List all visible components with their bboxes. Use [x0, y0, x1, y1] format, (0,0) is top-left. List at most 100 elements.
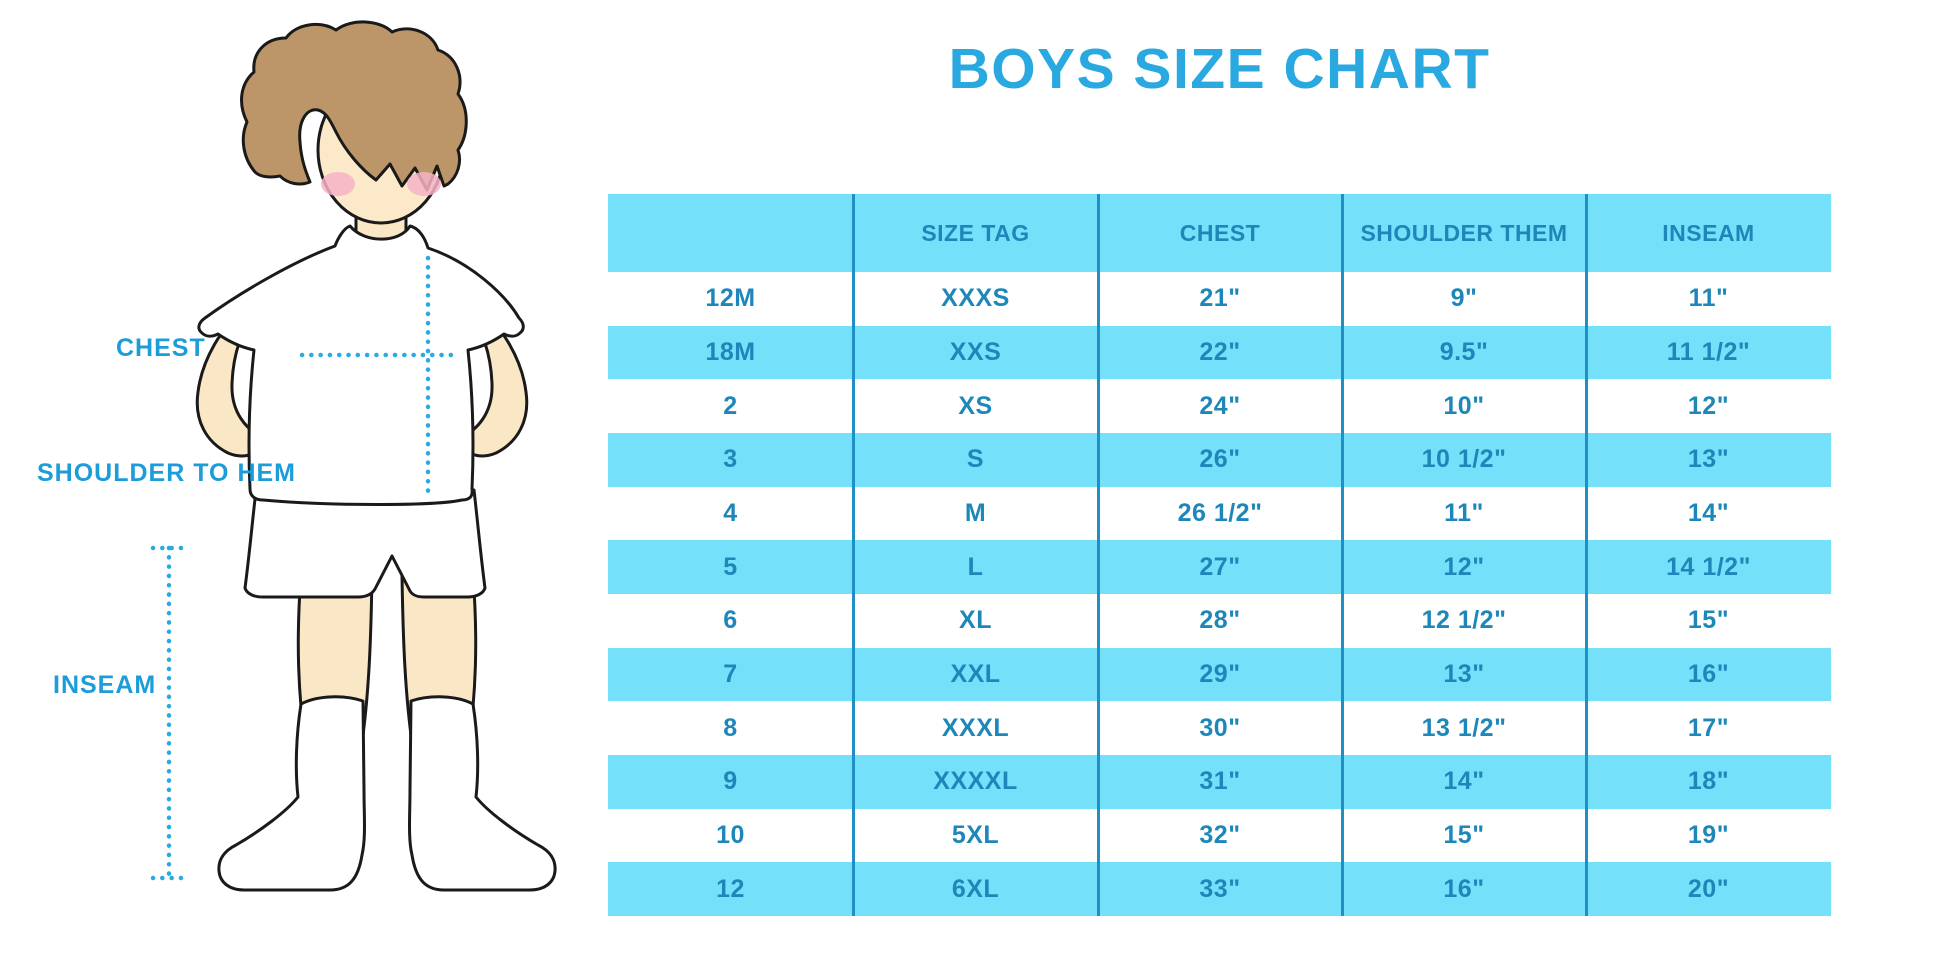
table-cell: 15": [1687, 606, 1730, 635]
table-cell: 20": [1687, 874, 1730, 903]
boy-blush-right: [407, 172, 441, 196]
table-cell: XXL: [950, 660, 1001, 689]
table-row: 6 XL 28" 12 1/2" 15": [608, 594, 1831, 648]
boy-left-sock: [217, 695, 366, 892]
header-cell-chest: CHEST: [1179, 219, 1261, 246]
table-cell: 10 1/2": [1421, 445, 1507, 474]
table-cell: XXXL: [941, 713, 1010, 742]
table-cell: 11 1/2": [1666, 338, 1751, 366]
boy-right-sock: [408, 695, 557, 892]
column-separator: [852, 194, 855, 916]
table-cell: 14": [1443, 767, 1485, 796]
table-cell: XL: [959, 606, 992, 635]
boy-right-arm: [458, 308, 529, 458]
table-cell: 11": [1444, 499, 1484, 528]
table-cell: M: [964, 499, 987, 528]
table-cell: 13": [1687, 445, 1730, 474]
header-cell-inseam: INSEAM: [1662, 219, 1755, 246]
table-cell: 4: [723, 499, 738, 528]
chest-label: CHEST: [116, 334, 206, 362]
table-cell: L: [967, 552, 984, 581]
table-cell: XXXS: [941, 284, 1010, 313]
table-row: 8 XXXL 30" 13 1/2" 17": [608, 701, 1831, 756]
table-row: 4 M 26 1/2" 11" 14": [608, 486, 1831, 541]
table-cell: 26 1/2": [1177, 499, 1263, 528]
table-header-row: SIZE TAG CHEST SHOULDER THEM INSEAM: [608, 194, 1831, 272]
table-cell: 33": [1199, 874, 1241, 903]
table-cell: 26": [1199, 445, 1241, 474]
table-row: 5 L 27" 12" 14 1/2": [608, 540, 1831, 595]
shoulder-to-hem-label: SHOULDER TO HEM: [37, 459, 296, 487]
table-cell: 6: [723, 606, 738, 635]
table-cell: 16": [1443, 874, 1485, 903]
table-cell: 30": [1199, 713, 1241, 742]
table-cell: 18": [1687, 767, 1730, 796]
table-cell: 12: [716, 874, 745, 903]
table-cell: 22": [1199, 338, 1241, 366]
table-row: 2 XS 24" 10" 12": [608, 379, 1831, 434]
header-cell-size: [608, 194, 853, 272]
table-cell: 12": [1443, 552, 1485, 581]
header-cell-size-tag: SIZE TAG: [921, 219, 1030, 246]
table-cell: 8: [723, 713, 738, 742]
table-cell: 19": [1687, 821, 1730, 850]
boy-blush-left: [321, 172, 355, 196]
table-cell: 2: [723, 391, 738, 420]
table-row: 7 XXL 29" 13" 16": [608, 647, 1831, 702]
table-cell: XXXXL: [933, 767, 1018, 796]
size-chart-table: SIZE TAG CHEST SHOULDER THEM INSEAM 12M X…: [608, 194, 1831, 917]
table-cell: 9: [723, 767, 738, 796]
table-cell: 10": [1443, 391, 1485, 420]
table-cell: 10: [716, 821, 745, 850]
table-cell: 5: [723, 552, 738, 581]
boy-hair: [240, 20, 468, 192]
table-row: 12 6XL 33" 16" 20": [608, 862, 1831, 917]
table-cell: 11": [1688, 284, 1729, 313]
table-cell: 9.5": [1439, 338, 1489, 366]
table-row: 10 5XL 32" 15" 19": [608, 808, 1831, 863]
measurement-figure: [0, 0, 600, 973]
table-cell: 9": [1450, 284, 1478, 313]
table-cell: 12": [1687, 391, 1730, 420]
table-cell: 13 1/2": [1421, 713, 1507, 742]
table-row: 18M XXS 22" 9.5" 11 1/2": [608, 325, 1831, 380]
table-cell: 32": [1199, 821, 1241, 850]
column-separator: [1097, 194, 1100, 916]
table-cell: 15": [1443, 821, 1485, 850]
boy-left-arm: [195, 308, 266, 458]
table-cell: 3: [723, 445, 738, 474]
boy-illustration: [150, 20, 557, 892]
table-cell: 21": [1199, 284, 1241, 313]
table-cell: 5XL: [951, 821, 1000, 850]
column-separator: [1585, 194, 1588, 916]
size-table-body: 12M XXXS 21" 9" 11" 18M XXS 22" 9.5" 11 1/2" 2 XS 24…: [608, 272, 1831, 917]
table-cell: 14 1/2": [1666, 552, 1751, 581]
boy-shorts: [243, 488, 487, 599]
table-cell: 14": [1687, 499, 1730, 528]
table-cell: 12 1/2": [1421, 606, 1507, 635]
table-cell: XS: [958, 391, 993, 420]
table-row: 12M XXXS 21" 9" 11": [608, 272, 1831, 326]
table-cell: 12M: [705, 284, 756, 313]
table-cell: 17": [1687, 713, 1730, 742]
table-cell: 7: [723, 660, 738, 689]
header-cell-shoulder-them: SHOULDER THEM: [1360, 219, 1568, 246]
table-cell: 29": [1199, 660, 1241, 689]
inseam-label: INSEAM: [53, 671, 157, 699]
page-title: BOYS SIZE CHART: [948, 37, 1491, 101]
table-cell: XXS: [949, 338, 1002, 366]
table-cell: 24": [1199, 391, 1241, 420]
column-separator: [1341, 194, 1344, 916]
table-cell: 6XL: [951, 874, 1000, 903]
table-cell: 13": [1443, 660, 1485, 689]
table-row: 9 XXXXL 31" 14" 18": [608, 755, 1831, 809]
table-cell: 27": [1199, 552, 1241, 581]
boy-shirt: [197, 224, 525, 506]
table-cell: 16": [1687, 660, 1730, 689]
table-cell: 31": [1199, 767, 1241, 796]
table-row: 3 S 26" 10 1/2" 13": [608, 433, 1831, 487]
table-cell: S: [966, 445, 985, 474]
table-cell: 28": [1199, 606, 1241, 635]
table-cell: 18M: [705, 338, 756, 366]
